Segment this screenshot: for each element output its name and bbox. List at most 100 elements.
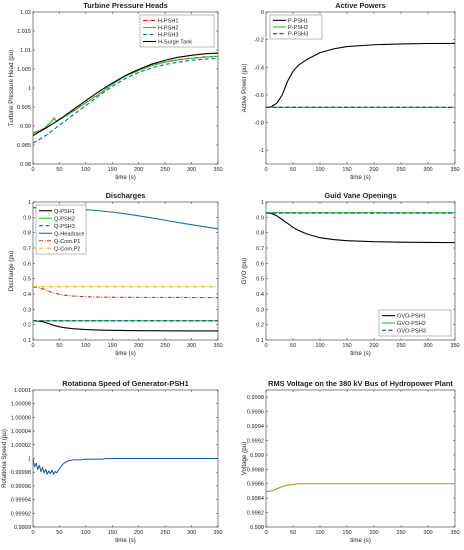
y-tick-label: -1 bbox=[259, 148, 264, 154]
y-tick-label: 0.99994 bbox=[11, 498, 31, 504]
x-tick-label: 250 bbox=[396, 530, 405, 536]
x-tick-label: 50 bbox=[56, 343, 62, 349]
y-axis-label: Voltage (pu) bbox=[241, 442, 248, 475]
y-tick-label: 0.98 bbox=[20, 162, 31, 168]
series-line-p-psh1 bbox=[265, 42, 456, 108]
x-tick-label: 350 bbox=[450, 167, 459, 173]
y-tick-label: 0.9986 bbox=[247, 482, 264, 488]
x-axis-label: time (s) bbox=[115, 537, 136, 544]
x-tick-label: 200 bbox=[134, 343, 143, 349]
y-tick-label: 0.3 bbox=[256, 307, 264, 313]
x-tick-label: 100 bbox=[81, 343, 90, 349]
y-tick-label: 0.9982 bbox=[247, 511, 264, 517]
series-line-1 bbox=[265, 483, 455, 493]
y-tick-label: 0.1 bbox=[256, 338, 264, 344]
y-tick-label: 0.9994 bbox=[247, 424, 264, 430]
legend-box bbox=[35, 204, 87, 255]
legend-label: Q-PSH1 bbox=[54, 209, 75, 215]
x-tick-label: 50 bbox=[290, 343, 296, 349]
x-tick-label: 50 bbox=[56, 167, 62, 173]
y-tick-label: 0.99 bbox=[20, 124, 31, 130]
x-tick-label: 250 bbox=[160, 343, 169, 349]
x-tick-label: 300 bbox=[423, 167, 432, 173]
y-tick-label: 1.02 bbox=[20, 10, 31, 16]
y-tick-label: 0.9984 bbox=[247, 496, 264, 502]
y-tick-label: 0.2 bbox=[23, 323, 31, 329]
x-tick-label: 150 bbox=[108, 167, 117, 173]
y-tick-label: -0.2 bbox=[254, 38, 264, 44]
series-line-h-psh2 bbox=[32, 55, 219, 134]
legend-label: GVO-PSH1 bbox=[397, 314, 426, 320]
y-tick-label: 0.7 bbox=[256, 246, 264, 252]
x-tick-label: 50 bbox=[290, 530, 296, 536]
y-tick-label: 0.9999 bbox=[14, 525, 31, 531]
x-tick-label: 100 bbox=[315, 530, 324, 536]
chart-panel-2: Active Powers 0 50 100 150 200 250 300 350 -1 -0.8… bbox=[241, 1, 460, 181]
x-tick-label: 150 bbox=[108, 343, 117, 349]
x-tick-label: 50 bbox=[290, 167, 296, 173]
y-tick-label: 0.998 bbox=[250, 525, 264, 531]
x-tick-label: 0 bbox=[31, 530, 34, 536]
series-line-h-surge-tank bbox=[32, 52, 219, 136]
x-tick-label: 100 bbox=[315, 167, 324, 173]
y-axis-label: GVO (pu) bbox=[241, 258, 248, 284]
series-line-q-psh1 bbox=[32, 320, 218, 332]
legend-label: Q-Headrace bbox=[54, 231, 84, 237]
y-tick-label: 0.2 bbox=[256, 323, 264, 329]
y-tick-label: 1.0001 bbox=[14, 388, 31, 394]
y-tick-label: 1.00004 bbox=[11, 429, 31, 435]
x-tick-label: 200 bbox=[134, 167, 143, 173]
chart-panel-4: Guid Vane Openings 0 50 100 150 200 250 300 350 0… bbox=[241, 191, 460, 357]
x-axis-label: time (s) bbox=[350, 537, 371, 544]
y-tick-label: 0.995 bbox=[17, 105, 31, 111]
y-tick-label: 0.9996 bbox=[247, 410, 264, 416]
y-tick-label: 1.01 bbox=[20, 48, 31, 54]
chart-title: Turbine Pressure Heads bbox=[83, 1, 167, 10]
y-tick-label: 1.00002 bbox=[11, 443, 31, 449]
series-line-gvo-psh1 bbox=[265, 212, 456, 244]
y-tick-label: 1 bbox=[261, 200, 264, 206]
legend-label: GVO-PSH3 bbox=[397, 328, 426, 334]
legend-label: P-PSH1 bbox=[288, 18, 308, 24]
legend-label: Q-PSH2 bbox=[54, 216, 75, 222]
y-tick-label: -0.8 bbox=[254, 121, 264, 127]
chart-panel-6: RMS Voltage on the 380 kV Bus of Hydropo… bbox=[241, 379, 460, 544]
chart-title: Guid Vane Openings bbox=[324, 191, 396, 200]
chart-title: Rotationa Speed of Generator-PSH1 bbox=[62, 379, 188, 388]
y-tick-label: 0.6 bbox=[23, 261, 31, 267]
x-tick-label: 0 bbox=[264, 343, 267, 349]
y-axis-label: Discharge (pu) bbox=[8, 251, 15, 292]
y-tick-label: 1 bbox=[28, 200, 31, 206]
x-tick-label: 150 bbox=[108, 530, 117, 536]
x-tick-label: 100 bbox=[81, 167, 90, 173]
y-tick-label: 0.1 bbox=[23, 338, 31, 344]
y-tick-label: 1.00008 bbox=[11, 402, 31, 408]
y-tick-label: 0.985 bbox=[17, 143, 31, 149]
series-line-h-psh3 bbox=[32, 57, 219, 144]
y-tick-label: 0.6 bbox=[256, 261, 264, 267]
chart-title: RMS Voltage on the 380 kV Bus of Hydropo… bbox=[268, 379, 453, 388]
x-tick-label: 350 bbox=[213, 167, 222, 173]
y-tick-label: -0.6 bbox=[254, 93, 264, 99]
x-tick-label: 200 bbox=[369, 167, 378, 173]
y-tick-label: 0.9998 bbox=[247, 395, 264, 401]
x-tick-label: 0 bbox=[31, 167, 34, 173]
x-axis-label: time (s) bbox=[350, 350, 371, 357]
legend-label: H-Surge Tank bbox=[158, 40, 192, 46]
x-tick-label: 350 bbox=[450, 530, 459, 536]
y-tick-label: 1.005 bbox=[17, 67, 31, 73]
legend-label: Q-Com.P1 bbox=[54, 239, 80, 245]
legend-label: P-PSH3 bbox=[288, 32, 308, 38]
x-tick-label: 300 bbox=[423, 530, 432, 536]
plot-area bbox=[265, 389, 456, 528]
series-line-1 bbox=[32, 457, 218, 475]
y-tick-label: 0.9 bbox=[23, 215, 31, 221]
series-line-q-com-p1 bbox=[32, 286, 218, 299]
x-tick-label: 300 bbox=[187, 343, 196, 349]
chart-panel-3: Discharges 0 50 100 150 200 250 300 350 0.1 0.2 0.3… bbox=[8, 191, 223, 357]
y-tick-label: 0.4 bbox=[23, 292, 31, 298]
